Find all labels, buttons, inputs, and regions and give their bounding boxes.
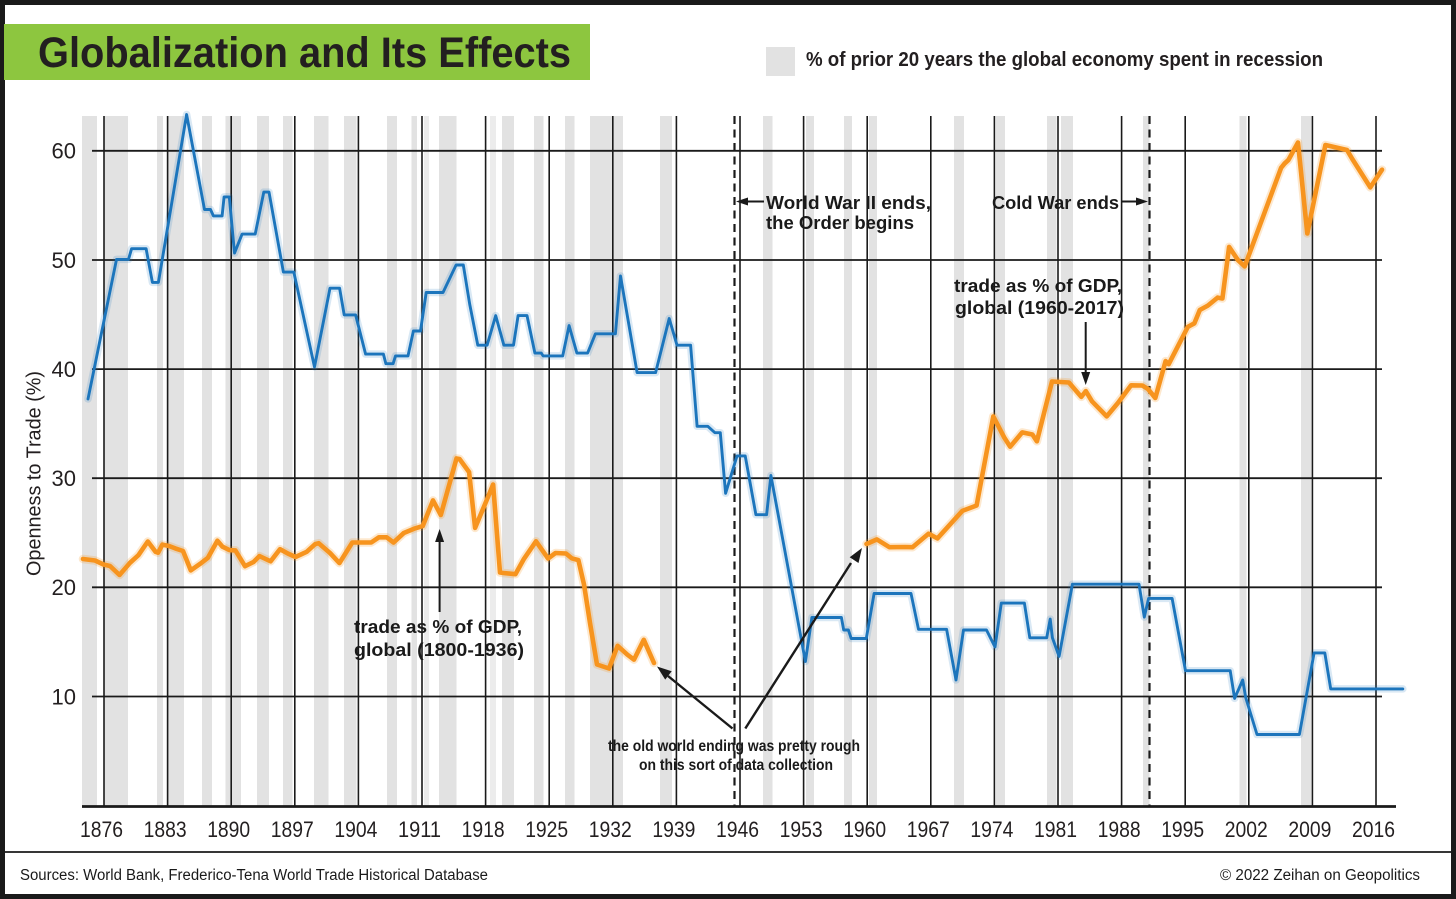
svg-text:1974: 1974 [970,817,1013,842]
svg-text:2016: 2016 [1352,817,1395,842]
svg-text:1876: 1876 [80,817,123,842]
svg-text:global (1960-2017): global (1960-2017) [955,297,1124,318]
svg-text:1953: 1953 [780,817,823,842]
svg-text:50: 50 [52,248,76,273]
svg-text:1995: 1995 [1161,817,1204,842]
svg-text:1939: 1939 [652,817,695,842]
svg-text:Cold War ends: Cold War ends [992,192,1119,213]
svg-text:40: 40 [52,357,76,382]
svg-text:1960: 1960 [843,817,886,842]
svg-text:10: 10 [52,684,76,709]
svg-text:30: 30 [52,466,76,491]
svg-text:% of prior 20 years the global: % of prior 20 years the global economy s… [806,49,1323,71]
svg-text:Openness to Trade (%): Openness to Trade (%) [24,371,46,576]
svg-text:60: 60 [52,139,76,164]
svg-text:1890: 1890 [207,817,250,842]
svg-text:Sources: World Bank, Frederico: Sources: World Bank, Frederico-Tena Worl… [20,867,488,884]
svg-text:1911: 1911 [398,817,441,842]
svg-text:on this sort of data collectio: on this sort of data collection [639,757,833,774]
svg-text:20: 20 [52,575,76,600]
svg-text:1932: 1932 [589,817,632,842]
svg-text:1946: 1946 [716,817,759,842]
svg-text:World War II ends,: World War II ends, [766,192,931,213]
svg-text:1883: 1883 [144,817,187,842]
svg-text:trade as % of GDP,: trade as % of GDP, [354,616,522,637]
svg-text:trade as % of GDP,: trade as % of GDP, [954,275,1122,296]
svg-text:global (1800-1936): global (1800-1936) [354,639,524,660]
svg-text:1897: 1897 [271,817,314,842]
svg-text:the old world ending was prett: the old world ending was pretty rough [608,738,860,755]
svg-text:1918: 1918 [462,817,505,842]
svg-text:2002: 2002 [1225,817,1268,842]
svg-text:1988: 1988 [1098,817,1141,842]
svg-text:2009: 2009 [1288,817,1331,842]
svg-text:1981: 1981 [1034,817,1077,842]
svg-text:Globalization and Its Effects: Globalization and Its Effects [38,30,571,77]
svg-text:1904: 1904 [334,817,377,842]
svg-text:1925: 1925 [525,817,568,842]
svg-text:the Order begins: the Order begins [766,212,914,233]
svg-text:1967: 1967 [907,817,950,842]
svg-text:© 2022 Zeihan on Geopolitics: © 2022 Zeihan on Geopolitics [1220,867,1420,884]
